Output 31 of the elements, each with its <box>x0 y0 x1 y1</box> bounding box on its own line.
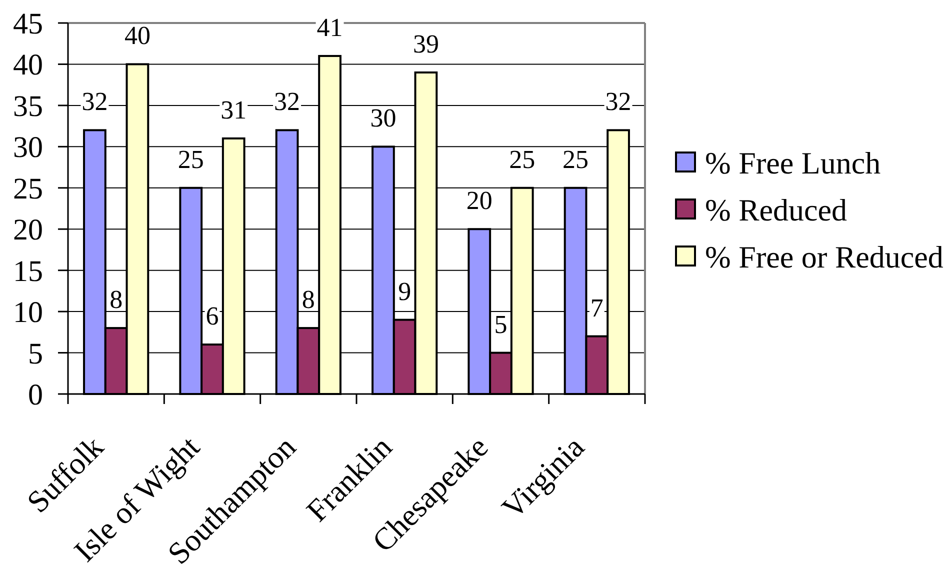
y-tick-label: 10 <box>13 296 43 330</box>
y-tick-label: 40 <box>13 48 43 82</box>
data-label: 32 <box>605 87 632 116</box>
data-label: 32 <box>82 87 108 116</box>
data-label: 30 <box>370 104 396 133</box>
data-label: 41 <box>316 12 343 42</box>
y-tick-label: 35 <box>13 90 43 123</box>
data-label: 39 <box>412 29 439 58</box>
y-tick-label: 20 <box>13 214 43 247</box>
legend-label: % Free or Reduced <box>705 239 944 274</box>
legend-label: % Free Lunch <box>705 145 882 180</box>
data-label: 25 <box>178 144 204 174</box>
data-label: 32 <box>274 87 300 116</box>
data-label: 25 <box>562 144 589 174</box>
data-label: 25 <box>509 144 536 174</box>
data-label: 40 <box>124 21 150 50</box>
data-label: 8 <box>302 285 315 314</box>
y-tick-label: 30 <box>13 131 43 164</box>
data-label: 7 <box>590 293 604 322</box>
y-tick-label: 15 <box>13 254 43 288</box>
y-tick-label: 5 <box>28 337 43 370</box>
data-label: 9 <box>398 276 412 306</box>
y-tick-label: 0 <box>28 378 43 412</box>
data-label: 20 <box>466 186 492 216</box>
data-label: 6 <box>206 302 219 331</box>
legend-label: % Reduced <box>705 192 848 228</box>
data-label: 8 <box>110 285 123 314</box>
data-label: 31 <box>220 95 247 124</box>
data-label: 5 <box>494 310 508 339</box>
y-tick-label: 25 <box>13 172 43 206</box>
y-tick-label: 45 <box>13 8 43 40</box>
